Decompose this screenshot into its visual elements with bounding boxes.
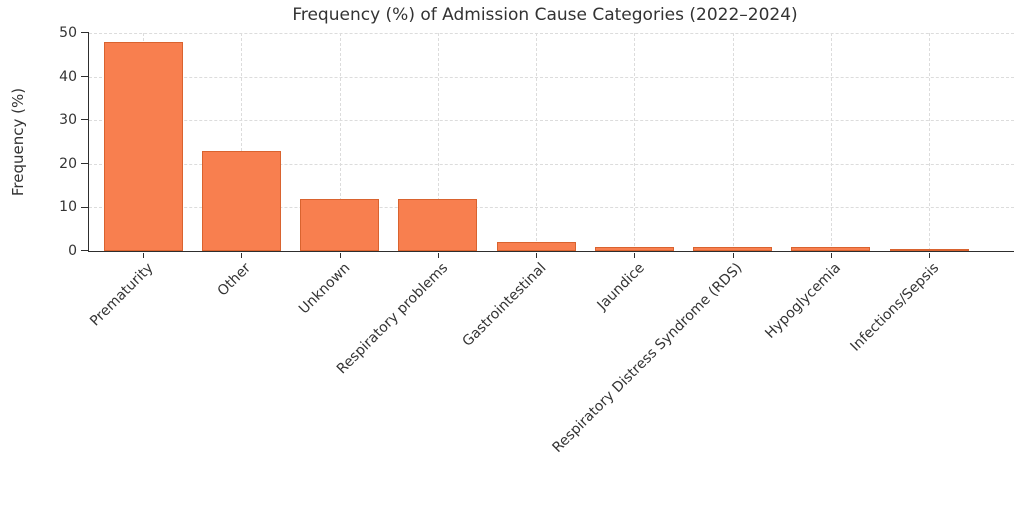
x-tick-mark — [437, 252, 439, 258]
gridline-h — [89, 76, 1014, 78]
gridline-h — [89, 163, 1014, 165]
gridline-v — [732, 33, 734, 251]
gridline-h — [89, 207, 1014, 209]
y-tick-label: 40 — [59, 68, 77, 85]
x-category-label: Jaundice — [594, 260, 648, 314]
x-tick-mark — [143, 252, 144, 258]
y-tick-label: 50 — [59, 25, 77, 41]
bar — [201, 150, 281, 251]
gridline-v — [929, 33, 930, 251]
gridline-v — [437, 33, 439, 251]
gridline-v — [634, 33, 636, 251]
chart-title: Frequency (%) of Admission Cause Categor… — [292, 5, 798, 25]
y-tick-mark — [81, 32, 89, 34]
y-tick-mark — [81, 250, 89, 252]
x-category-label: Hypoglycemia — [762, 260, 845, 342]
y-tick-label: 20 — [59, 155, 77, 172]
x-tick-mark — [536, 252, 537, 258]
bar — [889, 248, 969, 251]
x-category-label: Prematurity — [86, 260, 157, 330]
gridline-v — [339, 33, 341, 251]
bar — [594, 246, 674, 251]
y-tick-label: 10 — [59, 199, 77, 216]
bar — [300, 198, 379, 251]
gridline-v — [536, 33, 537, 251]
x-category-label: Unknown — [295, 260, 353, 318]
x-tick-mark — [732, 252, 734, 258]
y-axis-label: Frequency (%) — [9, 87, 27, 197]
x-tick-mark — [929, 252, 930, 258]
gridline-h — [89, 33, 1014, 34]
gridline-v — [241, 33, 243, 251]
x-tick-mark — [830, 252, 832, 258]
x-tick-mark — [634, 252, 636, 258]
x-category-label: Gastrointestinal — [459, 260, 550, 350]
gridline-v — [830, 33, 832, 251]
y-tick-label: 0 — [68, 243, 77, 259]
x-category-label: Respiratory Distress Syndrome (RDS) — [549, 260, 746, 457]
y-tick-mark — [81, 163, 89, 165]
y-tick-mark — [81, 119, 89, 121]
bar — [693, 246, 772, 251]
y-tick-mark — [81, 75, 89, 77]
x-tick-mark — [339, 252, 341, 258]
bar — [791, 246, 871, 251]
bar — [103, 41, 183, 251]
bar — [398, 198, 478, 251]
gridline-h — [89, 120, 1014, 122]
x-tick-mark — [241, 252, 243, 258]
bar — [496, 242, 576, 251]
y-tick-label: 30 — [59, 112, 77, 129]
x-category-label: Respiratory problems — [333, 260, 452, 378]
y-tick-mark — [81, 206, 89, 208]
x-category-label: Infections/Sepsis — [847, 260, 943, 355]
x-category-label: Other — [215, 260, 255, 300]
plot-area: 0 10 20 30 40 50 Prematurity Other Unknown Respir… — [59, 25, 1014, 456]
